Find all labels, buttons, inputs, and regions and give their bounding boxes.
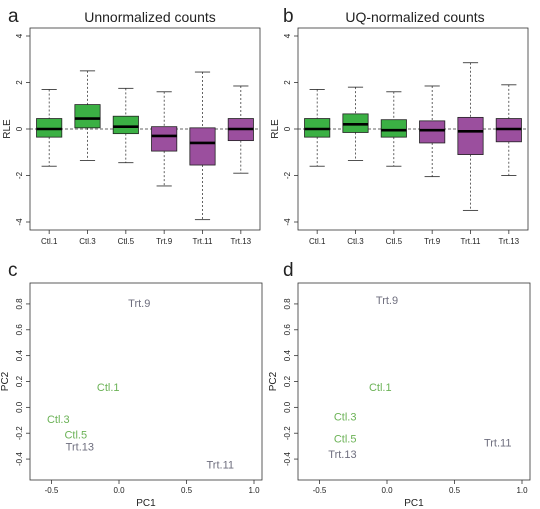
x-axis-label: PC1 <box>404 498 424 509</box>
y-tick-label: 0.6 <box>283 324 292 336</box>
y-tick-label: -0.4 <box>283 452 292 466</box>
box-ctl-1: Ctl.1 <box>304 89 331 246</box>
y-tick-label: 4 <box>15 33 24 38</box>
x-tick-label: Ctl.3 <box>79 237 96 246</box>
y-tick-label: 0 <box>283 126 292 131</box>
point-label-ctl-1: Ctl.1 <box>97 382 120 394</box>
box-trt-13: Trt.13 <box>495 84 522 246</box>
box-trt-13: Trt.13 <box>227 85 254 246</box>
box-ctl-5: Ctl.5 <box>112 87 139 246</box>
box-trt-11: Trt.11 <box>189 71 216 246</box>
panel-title: UQ-normalized counts <box>345 9 484 25</box>
x-tick-label: Ctl.3 <box>347 237 364 246</box>
y-tick-label: 0.2 <box>15 375 24 387</box>
y-tick-label: -0.2 <box>283 426 292 440</box>
y-tick-label: -2 <box>15 171 24 179</box>
x-tick-label: Trt.11 <box>192 237 213 246</box>
x-tick-label: 1.0 <box>248 486 260 495</box>
box-body <box>189 127 216 166</box>
y-tick-label: 0.2 <box>283 375 292 387</box>
x-tick-label: 0.0 <box>113 486 125 495</box>
point-label-ctl-1: Ctl.1 <box>369 382 392 394</box>
panel-title: Unnormalized counts <box>84 9 216 25</box>
y-tick-label: 0 <box>15 126 24 131</box>
y-tick-label: -4 <box>283 218 292 226</box>
box-ctl-1: Ctl.1 <box>36 89 63 246</box>
box-body <box>112 115 139 135</box>
y-tick-label: 0.0 <box>283 401 292 413</box>
y-tick-label: 2 <box>283 80 292 85</box>
panel-d: d -0.5 0.0 0.5 1.0 -0.4 -0.2 0.0 0.2 0.4 0.6 0.8 PC1… <box>268 260 531 509</box>
y-tick-label: 0.6 <box>15 324 24 336</box>
x-tick-label: Ctl.5 <box>386 237 403 246</box>
x-tick-label: 1.0 <box>516 486 528 495</box>
point-label-trt-9: Trt.9 <box>128 298 150 310</box>
x-tick-label: Trt.9 <box>156 237 173 246</box>
point-label-trt-13: Trt.13 <box>328 449 356 461</box>
point-label-trt-13: Trt.13 <box>66 441 94 453</box>
panel-letter: b <box>283 6 294 27</box>
x-axis-label: PC1 <box>136 498 156 509</box>
x-tick-label: 0.5 <box>181 486 193 495</box>
y-tick-label: 2 <box>15 80 24 85</box>
box-trt-11: Trt.11 <box>457 62 484 246</box>
box-body <box>419 120 446 144</box>
box-trt-9: Trt.9 <box>419 85 446 246</box>
x-tick-label: 0.5 <box>449 486 461 495</box>
box-ctl-3: Ctl.3 <box>74 70 101 246</box>
y-axis-label: RLE <box>2 119 13 139</box>
y-axis-label: PC2 <box>0 371 11 391</box>
panel-b: b UQ-normalized counts -4 -2 0 2 4 RLE Ctl.1 Ctl.… <box>270 6 529 246</box>
x-tick-label: Ctl.5 <box>118 237 135 246</box>
box-body <box>380 119 407 138</box>
panel-c: c -0.5 0.0 0.5 1.0 -0.4 -0.2 0.0 0.2 0.4 0.6 0.8 PC1… <box>0 260 263 509</box>
x-tick-label: Ctl.1 <box>309 237 326 246</box>
panel-a: a Unnormalized counts -4 -2 0 2 4 RLE Ctl.1 Ctl.3… <box>2 6 261 246</box>
x-tick-label: Ctl.1 <box>41 237 58 246</box>
y-tick-label: 0.4 <box>283 350 292 362</box>
point-label-trt-11: Trt.11 <box>206 459 234 471</box>
x-tick-label: 0.0 <box>381 486 393 495</box>
x-tick-label: Trt.9 <box>424 237 441 246</box>
y-tick-label: -0.2 <box>15 426 24 440</box>
y-tick-label: -2 <box>283 171 292 179</box>
x-tick-label: -0.5 <box>313 486 327 495</box>
panel-letter: a <box>8 6 19 27</box>
x-tick-label: Trt.13 <box>231 237 252 246</box>
x-tick-label: Trt.13 <box>499 237 520 246</box>
y-tick-label: -4 <box>15 218 24 226</box>
y-axis-label: PC2 <box>268 371 279 391</box>
x-tick-label: -0.5 <box>45 486 59 495</box>
point-label-ctl-5: Ctl.5 <box>64 430 87 442</box>
box-ctl-5: Ctl.5 <box>380 91 407 246</box>
panel-letter: c <box>8 260 18 281</box>
point-label-ctl-3: Ctl.3 <box>47 414 70 426</box>
box-body <box>457 116 484 155</box>
x-tick-label: Trt.11 <box>460 237 481 246</box>
box-body <box>151 126 178 152</box>
y-tick-label: 0.8 <box>15 298 24 310</box>
point-label-trt-9: Trt.9 <box>376 295 398 307</box>
y-axis-label: RLE <box>270 119 281 139</box>
y-tick-label: 4 <box>283 33 292 38</box>
point-label-trt-11: Trt.11 <box>484 437 512 449</box>
box-ctl-3: Ctl.3 <box>342 86 369 246</box>
y-tick-label: 0.4 <box>15 350 24 362</box>
box-trt-9: Trt.9 <box>151 91 178 246</box>
y-tick-label: 0.0 <box>15 401 24 413</box>
panel-letter: d <box>283 260 294 281</box>
box-body <box>74 104 101 129</box>
point-label-ctl-3: Ctl.3 <box>334 412 357 424</box>
point-label-ctl-5: Ctl.5 <box>334 434 357 446</box>
y-tick-label: 0.8 <box>283 298 292 310</box>
y-tick-label: -0.4 <box>15 452 24 466</box>
